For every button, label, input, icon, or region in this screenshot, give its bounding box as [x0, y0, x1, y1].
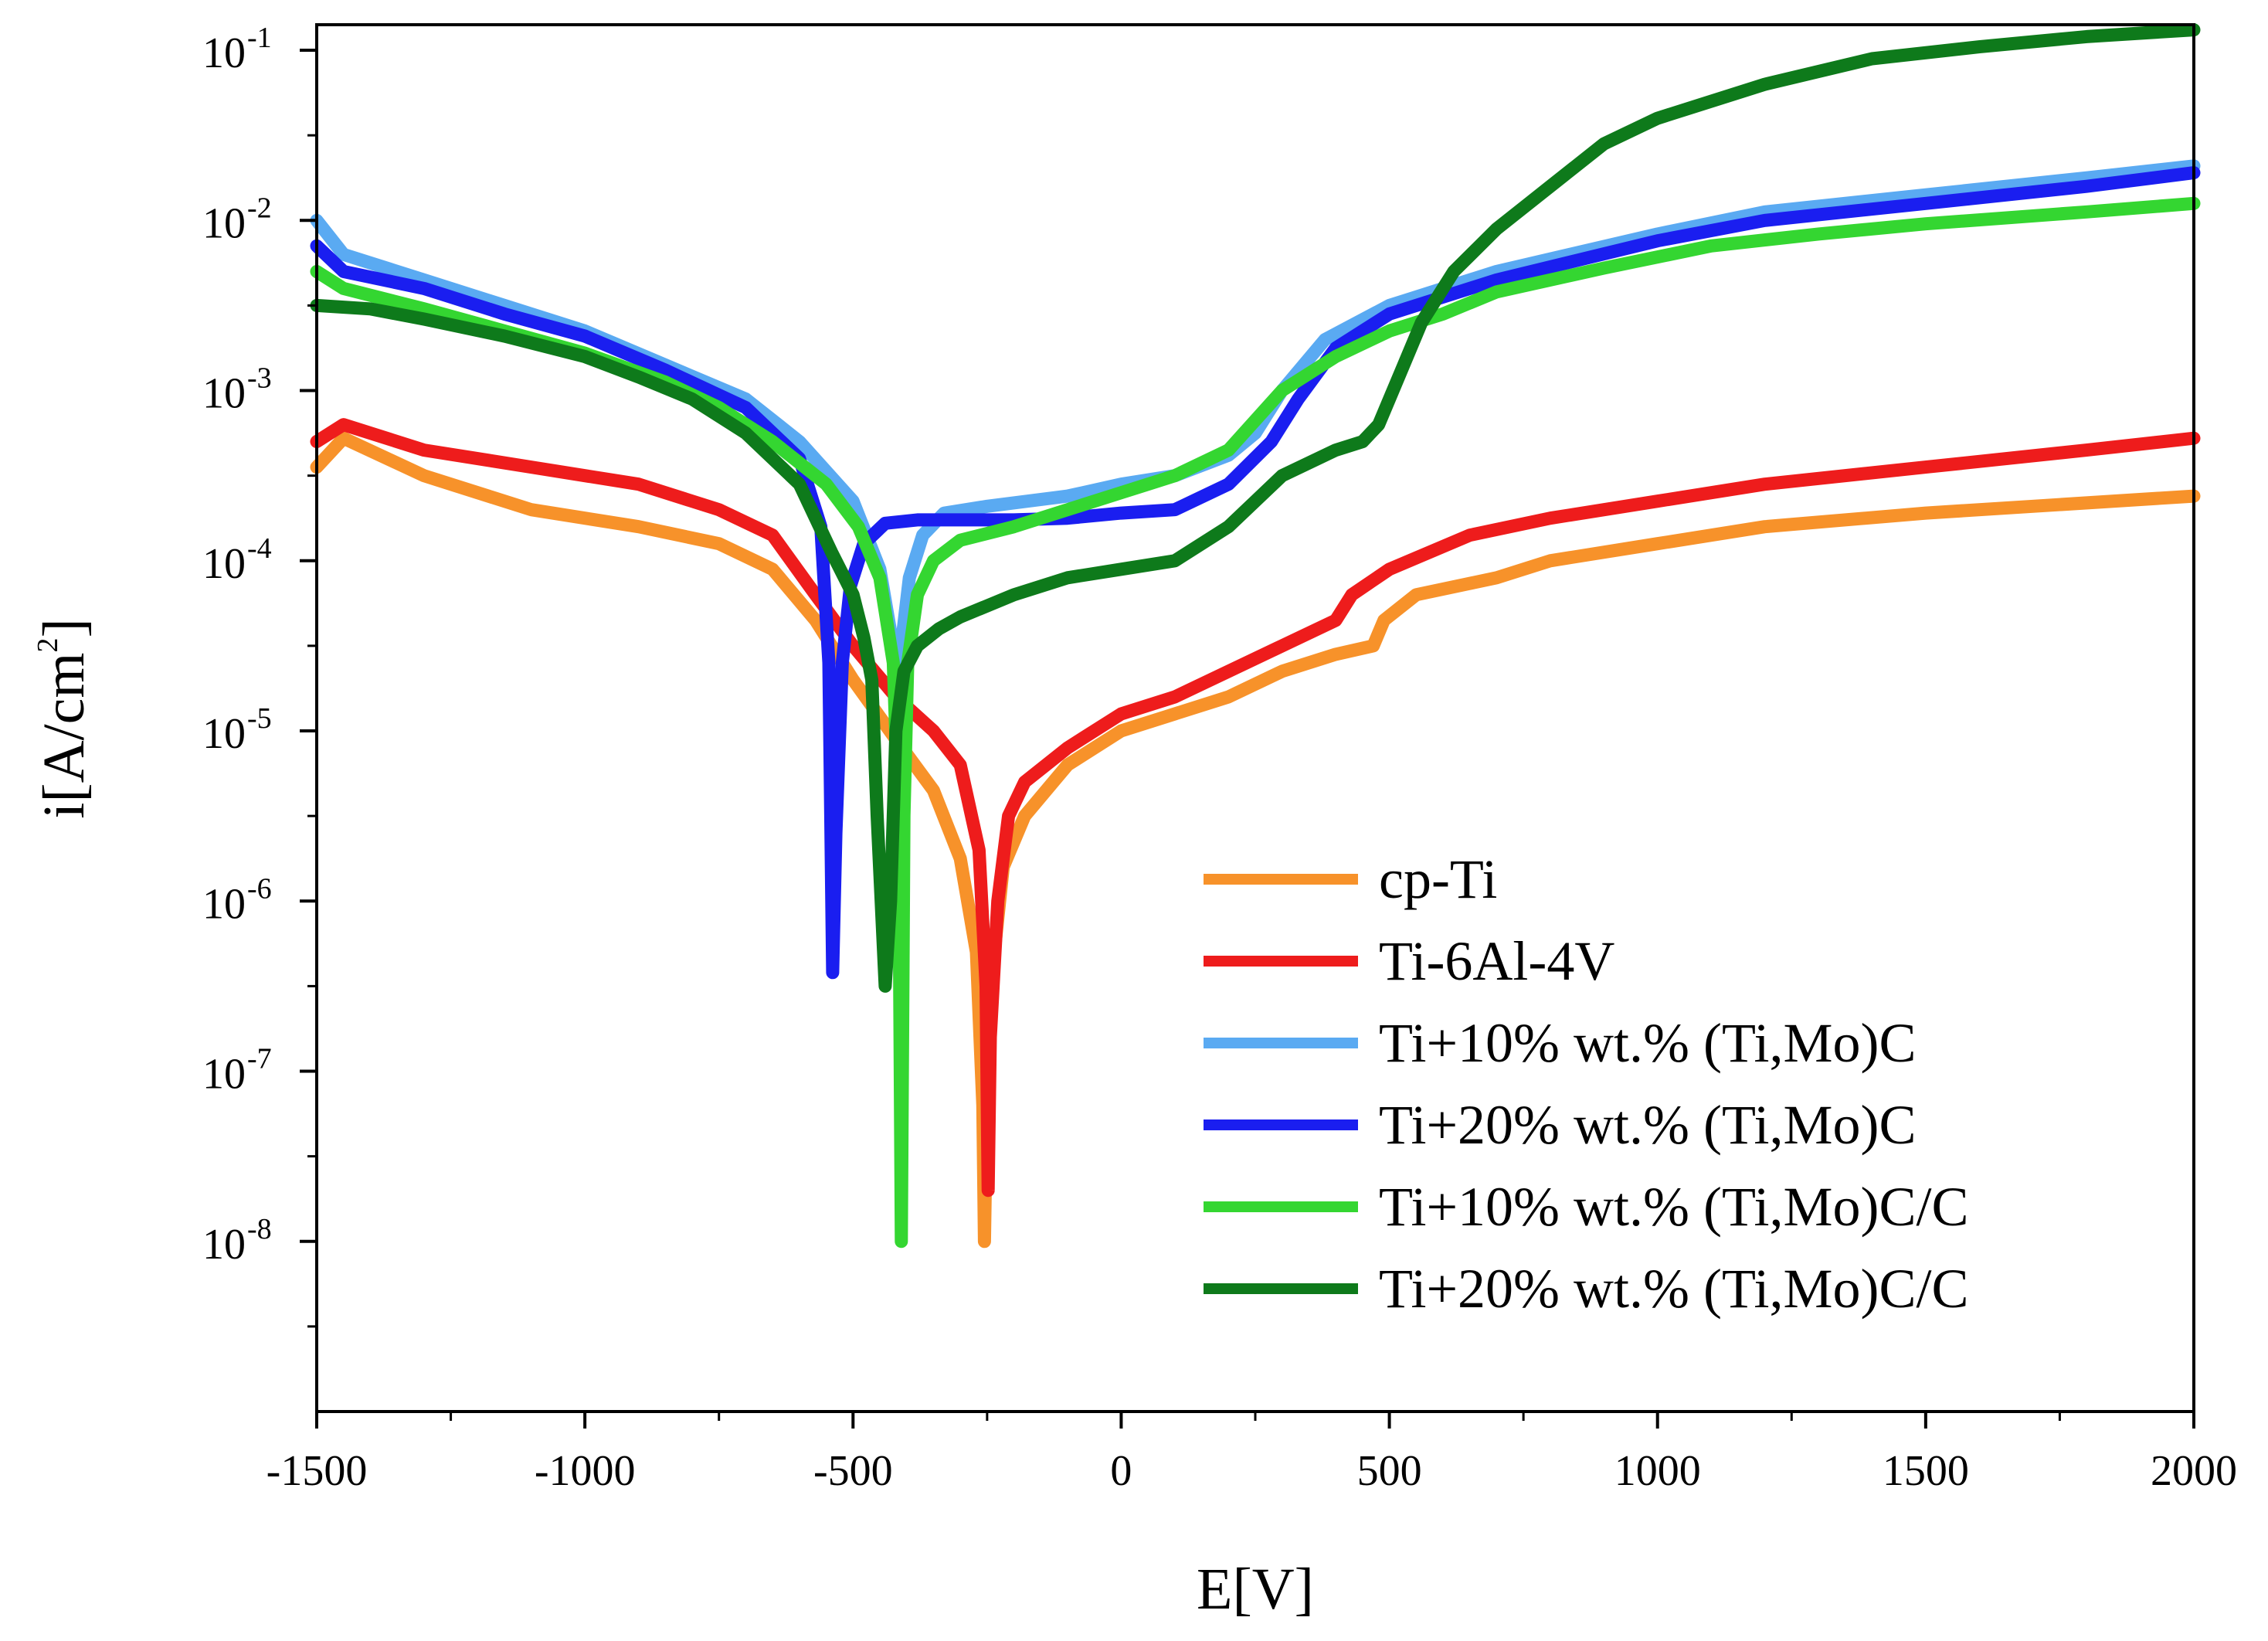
series-line-5 — [310, 23, 2201, 993]
legend-label-ti-10-timoc: Ti+10% wt.% (Ti,Mo)C — [1379, 1012, 1916, 1074]
y-tick-label: 10 — [202, 880, 246, 928]
series-line-3 — [310, 166, 2201, 980]
y-tick-exponent: -5 — [247, 702, 272, 735]
y-tick-exponent: -7 — [247, 1043, 272, 1075]
y-tick-exponent: -8 — [247, 1213, 272, 1245]
y-tick-exponent: -4 — [247, 532, 272, 565]
x-tick-label: -1500 — [267, 1447, 368, 1495]
y-tick-label: 10 — [202, 1221, 246, 1269]
x-tick-label: -1000 — [535, 1447, 636, 1495]
legend-label-cp-ti: cp-Ti — [1379, 848, 1497, 910]
y-tick-label: 10 — [202, 1051, 246, 1099]
y-axis-title-end: ] — [32, 618, 97, 637]
y-tick-exponent: -1 — [247, 22, 272, 54]
x-tick-label: 0 — [1110, 1447, 1132, 1495]
x-tick-label: 500 — [1357, 1447, 1422, 1495]
y-axis-title-sup: 2 — [32, 638, 64, 653]
legend: cp-Ti Ti-6Al-4V Ti+10% wt.% (Ti,Mo)C Ti+… — [1204, 848, 1969, 1320]
legend-label-ti-20-timoc: Ti+20% wt.% (Ti,Mo)C — [1379, 1094, 1916, 1156]
x-axis-ticks: -1500 -1000 -500 0 500 1000 1500 2000 — [267, 1412, 2237, 1495]
y-axis-title-base: i[A/cm — [32, 653, 97, 819]
x-tick-label: 1000 — [1614, 1447, 1701, 1495]
legend-label-ti-20-timoc-c: Ti+20% wt.% (Ti,Mo)C/C — [1379, 1258, 1969, 1320]
x-tick-label: 1500 — [1883, 1447, 1969, 1495]
y-tick-label: 10 — [202, 710, 246, 758]
y-tick-exponent: -3 — [247, 362, 272, 395]
y-tick-label: 10 — [202, 199, 246, 247]
y-axis-title: i[A/cm2] — [32, 618, 97, 819]
legend-label-ti-6al-4v: Ti-6Al-4V — [1379, 930, 1614, 992]
legend-label-ti-10-timoc-c: Ti+10% wt.% (Ti,Mo)C/C — [1379, 1176, 1969, 1238]
y-tick-exponent: -6 — [247, 872, 272, 905]
y-tick-label: 10 — [202, 29, 246, 77]
series-line-1 — [310, 418, 2201, 1198]
y-tick-exponent: -2 — [247, 192, 272, 224]
x-tick-label: -500 — [813, 1447, 893, 1495]
x-tick-label: 2000 — [2151, 1447, 2237, 1495]
y-tick-label: 10 — [202, 370, 246, 418]
series-layer — [310, 23, 2201, 1249]
y-axis-ticks: 10-110-210-310-410-510-610-710-8 — [202, 22, 317, 1328]
y-tick-label: 10 — [202, 540, 246, 588]
x-axis-title: E[V] — [1197, 1557, 1314, 1622]
